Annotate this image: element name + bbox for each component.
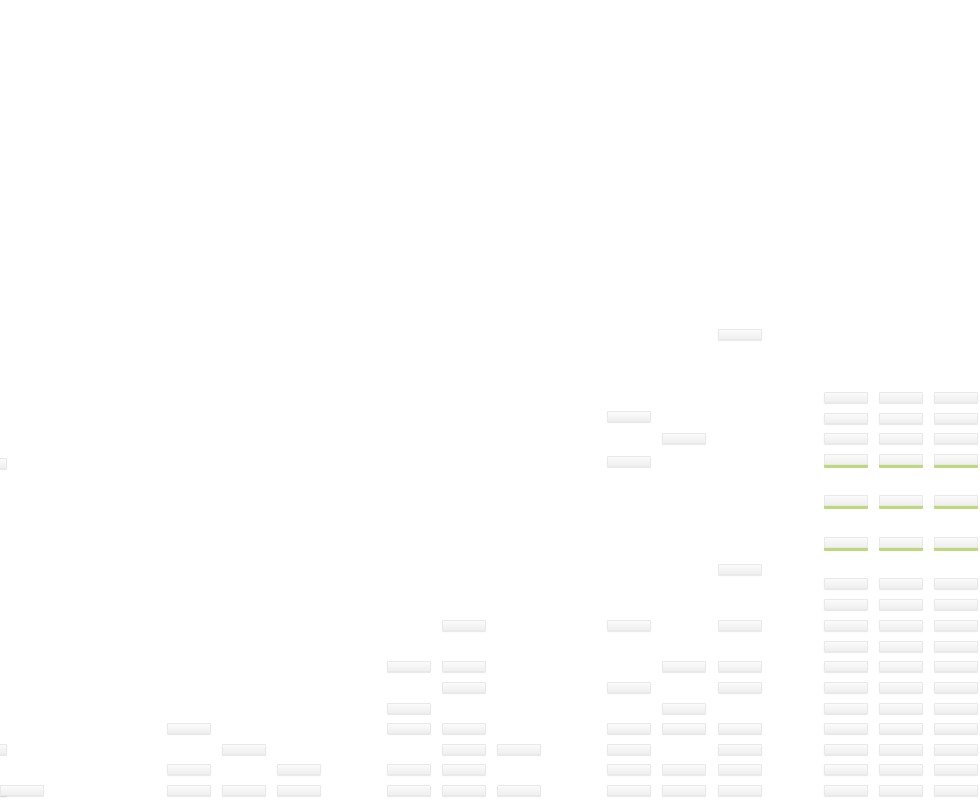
- grey-tile: [607, 764, 651, 775]
- grey-tile: [718, 744, 762, 755]
- grey-tile: [934, 599, 978, 610]
- grey-tile: [662, 785, 706, 796]
- grey-tile: [879, 599, 923, 610]
- accent-tile: [934, 454, 978, 465]
- grey-tile: [497, 785, 541, 796]
- grey-tile: [824, 620, 868, 631]
- grey-tile: [718, 620, 762, 631]
- grey-tile: [167, 723, 211, 734]
- grey-tile: [824, 723, 868, 734]
- grey-tile: [718, 785, 762, 796]
- grey-tile: [277, 785, 321, 796]
- grey-tile: [879, 578, 923, 589]
- grey-tile: [934, 433, 978, 444]
- grey-tile: [167, 764, 211, 775]
- grey-tile: [607, 682, 651, 693]
- accent-tile: [879, 537, 923, 548]
- grey-tile: [662, 703, 706, 714]
- grey-tile: [387, 785, 431, 796]
- grey-tile: [879, 703, 923, 714]
- accent-tile: [824, 495, 868, 506]
- grey-tile: [824, 682, 868, 693]
- grey-tile: [879, 661, 923, 672]
- grey-tile: [497, 744, 541, 755]
- grey-tile: [607, 411, 651, 422]
- grey-tile: [934, 413, 978, 424]
- grey-tile: [879, 641, 923, 652]
- grey-tile: [879, 433, 923, 444]
- grey-tile: [387, 764, 431, 775]
- grey-tile: [387, 661, 431, 672]
- grey-tile: [824, 785, 868, 796]
- grey-tile: [879, 764, 923, 775]
- grey-tile: [607, 723, 651, 734]
- grey-tile: [934, 392, 978, 403]
- accent-tile: [879, 454, 923, 465]
- grey-tile: [824, 641, 868, 652]
- grey-tile: [934, 620, 978, 631]
- grey-tile: [387, 703, 431, 714]
- grey-tile: [442, 620, 486, 631]
- grey-tile: [387, 723, 431, 734]
- accent-tile: [934, 495, 978, 506]
- grey-tile: [167, 785, 211, 796]
- grey-tile: [662, 433, 706, 444]
- grey-tile: [0, 458, 7, 469]
- grey-tile: [879, 413, 923, 424]
- grey-tile: [934, 703, 978, 714]
- grey-tile: [662, 661, 706, 672]
- grey-tile: [934, 744, 978, 755]
- grey-tile: [222, 785, 266, 796]
- grey-tile: [824, 661, 868, 672]
- accent-tile: [879, 495, 923, 506]
- grey-tile: [824, 744, 868, 755]
- grey-tile: [879, 392, 923, 403]
- grey-tile: [442, 744, 486, 755]
- grey-tile: [662, 764, 706, 775]
- grey-tile: [934, 682, 978, 693]
- grey-tile: [442, 661, 486, 672]
- grey-tile: [442, 764, 486, 775]
- grey-tile: [718, 661, 762, 672]
- grey-tile: [718, 723, 762, 734]
- grey-tile: [0, 785, 44, 796]
- grey-tile: [934, 661, 978, 672]
- grey-tile: [442, 682, 486, 693]
- grey-tile: [442, 785, 486, 796]
- grey-tile: [879, 785, 923, 796]
- grey-tile: [824, 413, 868, 424]
- grey-tile: [662, 723, 706, 734]
- grey-tile: [607, 620, 651, 631]
- grey-tile: [879, 682, 923, 693]
- grey-tile: [934, 764, 978, 775]
- accent-tile: [824, 454, 868, 465]
- grey-tile: [879, 620, 923, 631]
- grey-tile: [934, 578, 978, 589]
- grey-tile: [277, 764, 321, 775]
- accent-tile: [824, 537, 868, 548]
- grey-tile: [934, 723, 978, 734]
- grey-tile: [222, 744, 266, 755]
- grey-tile: [0, 744, 7, 755]
- grey-tile: [879, 744, 923, 755]
- grey-tile: [607, 785, 651, 796]
- grey-tile: [442, 723, 486, 734]
- grey-tile: [718, 682, 762, 693]
- grey-tile: [607, 456, 651, 467]
- grey-tile: [934, 785, 978, 796]
- grey-tile: [824, 433, 868, 444]
- grey-tile: [934, 641, 978, 652]
- grey-tile: [824, 703, 868, 714]
- grey-tile: [718, 764, 762, 775]
- grey-tile: [718, 564, 762, 575]
- grey-tile: [718, 329, 762, 340]
- grey-tile: [607, 744, 651, 755]
- grey-tile: [824, 764, 868, 775]
- grey-tile: [824, 599, 868, 610]
- grey-tile: [824, 392, 868, 403]
- accent-tile: [934, 537, 978, 548]
- grey-tile: [879, 723, 923, 734]
- grey-tile: [824, 578, 868, 589]
